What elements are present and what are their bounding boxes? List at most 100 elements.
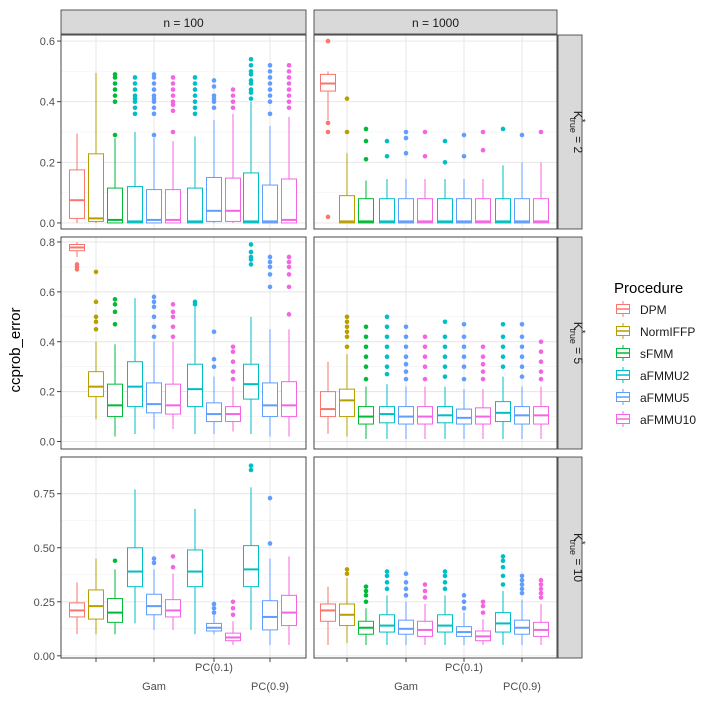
outlier-point: [230, 87, 236, 92]
outlier-point: [286, 105, 292, 111]
outlier-point: [538, 359, 544, 365]
outlier-point: [93, 319, 99, 325]
y-tick-label: 0.2: [40, 157, 55, 169]
box-DPM: [320, 361, 336, 435]
facet-label-value: = 10: [571, 555, 585, 582]
box-body: [437, 614, 453, 633]
box-body: [358, 406, 374, 425]
box-body: [88, 153, 104, 222]
box-body: [398, 406, 414, 425]
outlier-point: [500, 126, 506, 132]
outlier-point: [442, 319, 448, 325]
outlier-point: [384, 573, 390, 579]
panel-border: [313, 456, 558, 659]
box-body: [243, 545, 259, 588]
outlier-point: [422, 344, 428, 350]
outlier-point: [170, 314, 176, 320]
box-sFMM: [358, 126, 374, 224]
outlier-point: [500, 364, 506, 369]
x-tick-label: PC(0.1): [195, 662, 233, 674]
outlier-point: [480, 344, 486, 350]
outlier-point: [248, 242, 254, 247]
box-body: [320, 391, 336, 418]
facet-panel: [313, 34, 558, 230]
outlier-point: [422, 376, 428, 382]
box-aFMMU5: [398, 571, 414, 646]
legend-item: DPM: [614, 300, 667, 318]
box-body: [243, 363, 259, 400]
box-body: [398, 619, 414, 635]
outlier-point: [211, 105, 217, 111]
facet-panel: 0.00 0.25 0.50 0.75: [34, 456, 307, 663]
outlier-point: [344, 319, 350, 325]
box-body: [417, 406, 433, 425]
outlier-point: [403, 571, 409, 577]
outlier-point: [344, 344, 350, 350]
outlier-point: [538, 376, 544, 382]
outlier-point: [325, 38, 331, 44]
outlier-point: [344, 96, 350, 101]
outlier-point: [132, 81, 138, 86]
outlier-point: [403, 129, 409, 135]
outlier-point: [500, 573, 506, 579]
outlier-point: [211, 84, 217, 89]
outlier-point: [500, 354, 506, 360]
outlier-point: [442, 354, 448, 360]
facet-strip-col-label: n = 100: [163, 16, 204, 30]
outlier-point: [267, 259, 273, 265]
outlier-point: [344, 324, 350, 330]
outlier-point: [192, 105, 198, 111]
outlier-point: [538, 577, 544, 583]
outlier-point: [93, 326, 99, 332]
facet-label-k: K: [571, 533, 585, 541]
box-body: [495, 198, 511, 224]
outlier-point: [461, 605, 467, 611]
facet-strip-row: [557, 456, 583, 659]
box-body: [417, 198, 433, 224]
box-body: [339, 388, 355, 418]
x-tick-label: PC(0.9): [503, 681, 541, 693]
outlier-point: [151, 334, 157, 340]
box-body: [127, 186, 143, 224]
outlier-point: [480, 376, 486, 382]
outlier-point: [230, 99, 236, 104]
y-tick-label: 0.00: [34, 651, 55, 663]
box-aFMMU10: [281, 556, 297, 646]
outlier-point: [384, 344, 390, 350]
box-aFMMU2: [495, 554, 511, 646]
y-tick-label: 0.25: [34, 597, 55, 609]
y-tick-label: 0.0: [40, 437, 55, 449]
box-aFMMU10: [475, 344, 491, 440]
box-sFMM: [358, 324, 374, 440]
box-body: [262, 184, 278, 224]
outlier-point: [344, 567, 350, 572]
outlier-point: [170, 554, 176, 559]
outlier-point: [403, 586, 409, 592]
outlier-point: [192, 75, 198, 80]
box-body: [243, 172, 259, 224]
outlier-point: [422, 334, 428, 340]
box-aFMMU2: [187, 75, 203, 224]
outlier-point: [170, 75, 176, 80]
legend-label: sFMM: [640, 347, 673, 361]
box-aFMMU5: [262, 254, 278, 437]
box-NormIFFP: [88, 72, 104, 223]
outlier-point: [267, 69, 273, 74]
facet-label-sub: true: [568, 539, 578, 555]
outlier-point: [538, 349, 544, 355]
outlier-point: [151, 294, 157, 300]
outlier-point: [442, 138, 448, 144]
y-tick-label: 0.6: [40, 287, 55, 299]
box-body: [146, 382, 162, 414]
legend-item: sFMM: [614, 344, 673, 362]
outlier-point: [132, 93, 138, 98]
outlier-point: [211, 601, 217, 607]
outlier-point: [384, 314, 390, 320]
outlier-point: [230, 369, 236, 374]
outlier-point: [538, 590, 544, 596]
facet-label-k: K: [571, 322, 585, 330]
outlier-point: [384, 138, 390, 144]
outlier-point: [384, 153, 390, 159]
box-aFMMU5: [398, 324, 414, 440]
